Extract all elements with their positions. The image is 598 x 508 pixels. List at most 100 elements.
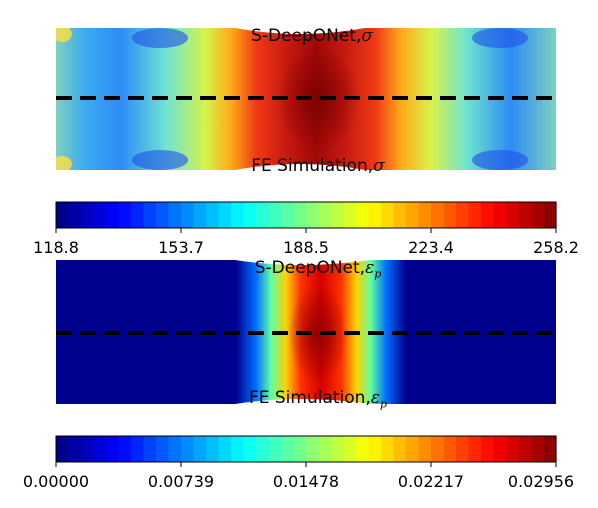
stress-tick-2: 188.5 bbox=[283, 238, 329, 257]
strain-top-symbol: ε bbox=[365, 258, 375, 278]
stress-bottom-symbol: σ bbox=[373, 156, 385, 176]
strain-top-title-text: S-DeepONet, bbox=[254, 258, 366, 278]
colorbar-cell bbox=[81, 202, 95, 228]
colorbar-cell bbox=[343, 436, 357, 462]
stress-tick-0: 118.8 bbox=[33, 238, 79, 257]
colorbar-cell bbox=[131, 436, 145, 462]
strain-bottom-title: FE Simulation,εp bbox=[249, 388, 387, 410]
colorbar-cell bbox=[256, 436, 270, 462]
colorbar-cell bbox=[68, 436, 82, 462]
colorbar-cell bbox=[468, 202, 482, 228]
colorbar-cell bbox=[356, 436, 370, 462]
colorbar-cell bbox=[431, 202, 445, 228]
colorbar-cell bbox=[168, 202, 182, 228]
colorbar-cell bbox=[306, 436, 320, 462]
colorbar-cell bbox=[343, 202, 357, 228]
colorbar-cell bbox=[318, 436, 332, 462]
colorbar-cell bbox=[118, 436, 132, 462]
colorbar-cell bbox=[481, 436, 495, 462]
stress-bottom-title-text: FE Simulation, bbox=[251, 156, 374, 176]
colorbar-cell bbox=[418, 202, 432, 228]
colorbar-cell bbox=[356, 202, 370, 228]
stress-top-title-text: S-DeepONet, bbox=[251, 26, 362, 46]
colorbar-cell bbox=[418, 436, 432, 462]
colorbar-cell bbox=[406, 436, 420, 462]
strain-colorbar bbox=[55, 435, 557, 467]
colorbar-cell bbox=[443, 202, 457, 228]
colorbar-cell bbox=[106, 202, 120, 228]
colorbar-cell bbox=[56, 202, 70, 228]
colorbar-cell bbox=[543, 202, 557, 228]
colorbar-cell bbox=[193, 436, 207, 462]
colorbar-cell bbox=[93, 202, 107, 228]
colorbar-cell bbox=[243, 436, 257, 462]
colorbar-cell bbox=[218, 202, 232, 228]
colorbar-cell bbox=[143, 436, 157, 462]
strain-top-sub: p bbox=[374, 267, 382, 281]
colorbar-cell bbox=[493, 202, 507, 228]
colorbar-cell bbox=[181, 202, 195, 228]
colorbar-cell bbox=[231, 202, 245, 228]
colorbar-cell bbox=[393, 202, 407, 228]
strain-tick-2: 0.01478 bbox=[272, 472, 340, 491]
colorbar-cell bbox=[368, 202, 382, 228]
colorbar-cell bbox=[156, 202, 170, 228]
colorbar-cell bbox=[243, 202, 257, 228]
stress-tick-1: 153.7 bbox=[158, 238, 204, 257]
colorbar-cell bbox=[143, 202, 157, 228]
colorbar-cell bbox=[443, 436, 457, 462]
colorbar-cell bbox=[218, 436, 232, 462]
colorbar-cell bbox=[281, 202, 295, 228]
colorbar-cell bbox=[156, 436, 170, 462]
colorbar-cell bbox=[456, 436, 470, 462]
strain-bottom-sub: p bbox=[379, 397, 388, 411]
colorbar-cell bbox=[318, 202, 332, 228]
colorbar-cell bbox=[468, 436, 482, 462]
strain-top-title: S-DeepONet,εp bbox=[255, 258, 382, 280]
stress-top-title: S-DeepONet,σ bbox=[251, 26, 373, 46]
colorbar-cell bbox=[543, 436, 557, 462]
colorbar-cell bbox=[281, 436, 295, 462]
colorbar-cell bbox=[381, 436, 395, 462]
colorbar-cell bbox=[331, 436, 345, 462]
colorbar-cell bbox=[268, 436, 282, 462]
colorbar-cell bbox=[531, 436, 545, 462]
strain-tick-0: 0.00000 bbox=[22, 472, 90, 491]
colorbar-cell bbox=[393, 436, 407, 462]
colorbar-cell bbox=[268, 202, 282, 228]
colorbar-cell bbox=[518, 202, 532, 228]
stress-tick-3: 223.4 bbox=[408, 238, 454, 257]
colorbar-cell bbox=[168, 436, 182, 462]
colorbar-cell bbox=[68, 202, 82, 228]
colorbar-cell bbox=[206, 436, 220, 462]
colorbar-cell bbox=[206, 202, 220, 228]
colorbar-cell bbox=[368, 436, 382, 462]
colorbar-cell bbox=[456, 202, 470, 228]
colorbar-cell bbox=[231, 436, 245, 462]
strain-bottom-title-text: FE Simulation, bbox=[248, 388, 371, 408]
strain-tick-3: 0.02217 bbox=[397, 472, 465, 491]
colorbar-cell bbox=[256, 202, 270, 228]
colorbar-cell bbox=[56, 436, 70, 462]
colorbar-cell bbox=[481, 202, 495, 228]
colorbar-cell bbox=[181, 436, 195, 462]
strain-tick-4: 0.02956 bbox=[507, 472, 575, 491]
strain-bottom-symbol: ε bbox=[370, 388, 380, 408]
colorbar-cell bbox=[531, 202, 545, 228]
colorbar-cell bbox=[431, 436, 445, 462]
colorbar-cell bbox=[193, 202, 207, 228]
colorbar-cell bbox=[118, 202, 132, 228]
stress-top-symbol: σ bbox=[361, 26, 373, 46]
strain-tick-1: 0.00739 bbox=[147, 472, 215, 491]
colorbar-cell bbox=[506, 202, 520, 228]
colorbar-cell bbox=[106, 436, 120, 462]
colorbar-cell bbox=[493, 436, 507, 462]
colorbar-cell bbox=[293, 436, 307, 462]
stress-tick-4: 258.2 bbox=[533, 238, 579, 257]
stress-colorbar bbox=[55, 201, 557, 233]
stress-bottom-title: FE Simulation,σ bbox=[251, 156, 385, 176]
colorbar-cell bbox=[518, 436, 532, 462]
colorbar-cell bbox=[506, 436, 520, 462]
colorbar-cell bbox=[381, 202, 395, 228]
